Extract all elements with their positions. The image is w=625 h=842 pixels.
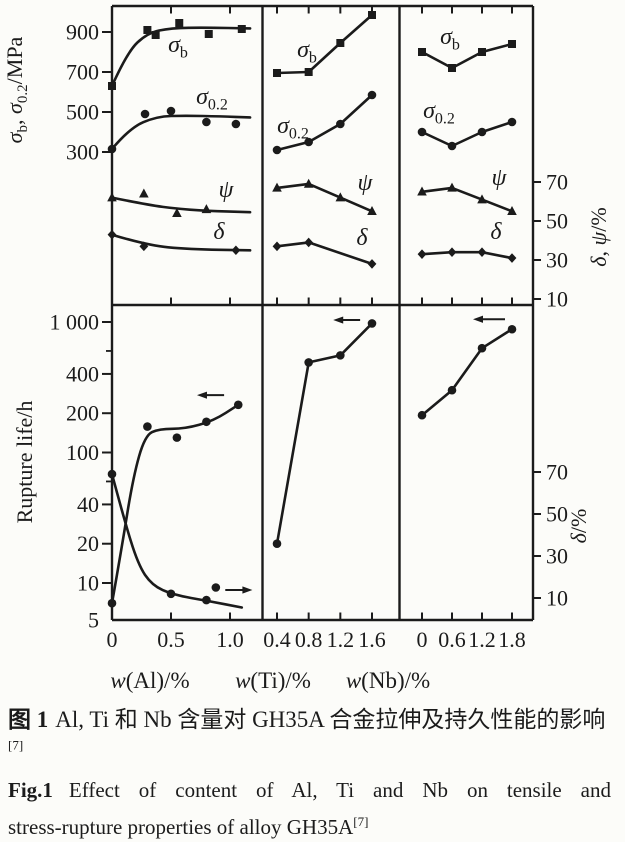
svg-text:σb, σ0.2/MPa: σb, σ0.2/MPa [2, 36, 31, 143]
svg-text:50: 50 [546, 209, 568, 234]
svg-text:δ: δ [213, 219, 225, 245]
series-nb-psi: ψ [417, 165, 517, 216]
caption-zh-body: Al, Ti 和 Nb 含量对 GH35A 合金拉伸及持久性能的影响 [55, 707, 606, 732]
series-al-rupture-life [107, 400, 243, 608]
svg-text:1.6: 1.6 [358, 627, 386, 652]
series-ti-psi: ψ [272, 170, 377, 216]
svg-text:40: 40 [77, 492, 99, 517]
caption-en-reference-mark: [7] [353, 814, 369, 830]
svg-text:1.2: 1.2 [327, 627, 355, 652]
svg-text:δ, ψ/%: δ, ψ/% [586, 207, 611, 266]
svg-text:20: 20 [77, 531, 99, 556]
svg-text:1.2: 1.2 [468, 627, 496, 652]
svg-text:δ/%: δ/% [566, 509, 591, 544]
page: { "figure": { "caption_zh": { "prefix": … [2, 4, 611, 840]
svg-text:10: 10 [546, 287, 568, 312]
series-nb-sigma-02: σ0.2 [417, 98, 517, 151]
svg-text:σ0.2: σ0.2 [196, 84, 228, 113]
svg-text:0.5: 0.5 [157, 627, 185, 652]
svg-text:200: 200 [66, 401, 99, 426]
series-ti-delta: δ [272, 225, 377, 269]
svg-text:w(Ti)/%: w(Ti)/% [235, 668, 311, 693]
svg-text:900: 900 [66, 20, 99, 45]
caption-en-prefix: Fig.1 [8, 778, 53, 803]
svg-text:w(Al)/%: w(Al)/% [110, 668, 189, 693]
svg-text:50: 50 [546, 502, 568, 527]
svg-text:70: 70 [546, 460, 568, 485]
caption-zh-prefix: 图 1 [8, 707, 49, 732]
svg-text:700: 700 [66, 60, 99, 85]
series-al-sigma-02: σ0.2 [107, 84, 252, 154]
svg-text:δ: δ [490, 219, 502, 245]
caption-english-line2: stress-rupture properties of alloy GH35A… [8, 814, 615, 841]
svg-text:400: 400 [66, 361, 99, 386]
caption-en-text2: stress-rupture properties of alloy GH35A [8, 815, 354, 840]
axis-pointer-arrow [225, 586, 253, 594]
svg-text:0.6: 0.6 [438, 627, 466, 652]
caption-zh-reference-mark: [7] [8, 737, 24, 753]
series-ti-rupture-life [272, 319, 377, 549]
series-nb-sigma-b: σb [418, 24, 516, 72]
svg-text:10: 10 [546, 586, 568, 611]
series-ti-sigma-02: σ0.2 [272, 90, 377, 155]
svg-text:σb: σb [168, 32, 188, 61]
series-nb-delta: δ [417, 219, 517, 263]
svg-text:w(Nb)/%: w(Nb)/% [346, 668, 430, 693]
axis-pointer-arrow [473, 315, 505, 323]
caption-en-text1: Effect of content of Al, Ti and Nb on te… [68, 778, 611, 803]
panel-frame [110, 4, 535, 622]
svg-text:5: 5 [88, 608, 99, 633]
series-ti-sigma-b: σb [273, 11, 377, 77]
axis-pointer-arrow [196, 391, 225, 399]
caption-chinese: 图 1 Al, Ti 和 Nb 含量对 GH35A 合金拉伸及持久性能的影响 [7] [8, 704, 615, 766]
svg-text:1.0: 1.0 [216, 627, 244, 652]
svg-text:ψ: ψ [358, 170, 374, 196]
svg-text:σb: σb [440, 24, 460, 53]
series-al-sigma-b: σb [108, 19, 252, 90]
svg-text:10: 10 [77, 571, 99, 596]
figure-caption: 图 1 Al, Ti 和 Nb 含量对 GH35A 合金拉伸及持久性能的影响 [7]… [0, 704, 625, 842]
svg-text:30: 30 [546, 248, 568, 273]
series-nb-rupture-life [417, 324, 517, 420]
svg-text:70: 70 [546, 170, 568, 195]
svg-text:ψ: ψ [492, 165, 508, 191]
series-al-delta: δ [107, 219, 252, 256]
svg-text:0: 0 [107, 627, 118, 652]
svg-text:30: 30 [546, 544, 568, 569]
svg-text:0.4: 0.4 [263, 627, 291, 652]
series-al-delta-rupture [107, 469, 244, 609]
svg-text:0: 0 [417, 627, 428, 652]
svg-text:σb: σb [297, 37, 317, 66]
svg-text:δ: δ [356, 225, 368, 251]
svg-text:300: 300 [66, 140, 99, 165]
svg-text:σ0.2: σ0.2 [423, 98, 455, 127]
svg-text:1.8: 1.8 [498, 627, 526, 652]
caption-english-line1: Fig.1 Effect of content of Al, Ti and Nb … [8, 777, 611, 804]
svg-text:ψ: ψ [219, 177, 235, 203]
svg-text:100: 100 [66, 440, 99, 465]
series-al-psi: ψ [107, 177, 252, 217]
svg-text:500: 500 [66, 100, 99, 125]
svg-text:0.8: 0.8 [295, 627, 323, 652]
svg-text:σ0.2: σ0.2 [277, 113, 309, 142]
svg-text:1 000: 1 000 [50, 310, 100, 335]
axis-pointer-arrow [333, 316, 361, 324]
svg-text:Rupture life/h: Rupture life/h [12, 401, 37, 524]
